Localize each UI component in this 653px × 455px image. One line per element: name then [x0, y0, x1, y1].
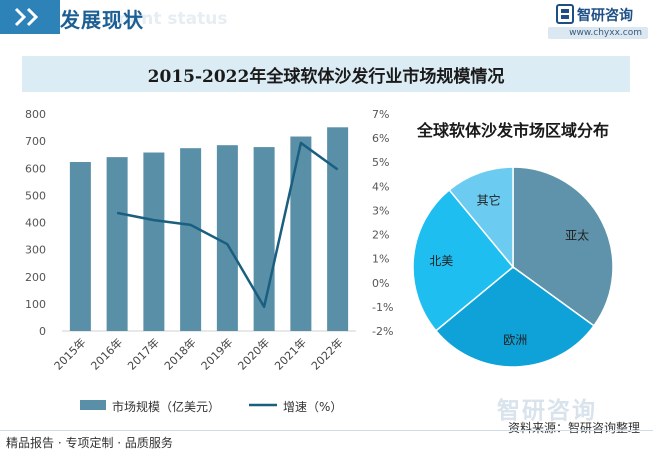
x-tick-label: 2021年: [272, 335, 309, 372]
x-tick-label: 2018年: [161, 335, 198, 372]
page-title: 发展现状: [60, 8, 144, 32]
pie-slice: [412, 188, 515, 332]
chevron-right-icon: [14, 7, 39, 27]
y2-tick-label: -1%: [372, 301, 393, 314]
y-tick-label: 200: [25, 271, 46, 284]
bar: [180, 148, 202, 331]
pie-slice-label: 其它: [477, 192, 501, 207]
pie-chart-title: 全球软体沙发市场区域分布: [416, 121, 609, 140]
source-note: 资料来源：智研咨询整理: [508, 421, 641, 435]
pie-slice-label: 亚太: [565, 227, 589, 242]
brand-logo-icon: [556, 4, 574, 24]
pie-slice: [434, 266, 595, 368]
y2-tick-label: 4%: [372, 180, 389, 193]
legend-bar-label: 市场规模（亿美元）: [112, 400, 221, 414]
header: ment status 发展现状 智研咨询 www.chyxx.com: [0, 0, 653, 40]
x-tick-label: 2022年: [308, 335, 345, 372]
footer-brand-watermark: 智研咨询: [497, 398, 597, 424]
bar: [216, 145, 238, 331]
y-tick-label: 300: [25, 244, 46, 257]
bar: [290, 136, 312, 331]
x-tick-label: 2016年: [88, 335, 125, 372]
x-tick-label: 2015年: [51, 335, 88, 372]
y-tick-label: 700: [25, 135, 46, 148]
chart-title: 2015-2022年全球软体沙发行业市场规模情况: [147, 67, 505, 87]
y2-tick-label: 7%: [372, 108, 389, 121]
y-tick-label: 100: [25, 298, 46, 311]
brand-name: 智研咨询: [577, 8, 633, 24]
y2-tick-label: 6%: [372, 132, 389, 145]
pie-slice: [448, 166, 514, 270]
x-tick-label: 2017年: [125, 335, 162, 372]
y2-tick-label: 1%: [372, 253, 389, 266]
y2-tick-label: 5%: [372, 156, 389, 169]
y-tick-label: 0: [39, 325, 46, 338]
header-bar: [0, 0, 60, 34]
y2-tick-label: 0%: [372, 277, 389, 290]
pie-slice-label: 欧洲: [503, 333, 527, 347]
footer-divider: [0, 430, 653, 431]
header-ghost-text: ment status: [112, 9, 228, 29]
y-tick-label: 500: [25, 189, 46, 202]
y2-tick-label: -2%: [372, 325, 393, 338]
bar: [69, 162, 91, 331]
legend-line-label: 增速（%）: [283, 400, 343, 414]
pie-slice: [512, 166, 614, 327]
brand-url: www.chyxx.com: [548, 27, 648, 39]
x-tick-label: 2019年: [198, 335, 235, 372]
footer-tagline: 精品报告 · 专项定制 · 品质服务: [6, 436, 173, 450]
y2-tick-label: 2%: [372, 229, 389, 242]
pie-slice-label: 北美: [429, 254, 453, 268]
bar: [327, 127, 349, 331]
y-tick-label: 400: [25, 217, 46, 230]
bar: [143, 152, 165, 331]
chart-title-band: [22, 56, 630, 92]
growth-line: [116, 141, 339, 309]
x-tick-label: 2020年: [235, 335, 272, 372]
bar: [106, 157, 128, 331]
y2-tick-label: 3%: [372, 204, 389, 217]
y-tick-label: 800: [25, 108, 46, 121]
legend-bar-swatch: [80, 400, 106, 410]
y-tick-label: 600: [25, 162, 46, 175]
